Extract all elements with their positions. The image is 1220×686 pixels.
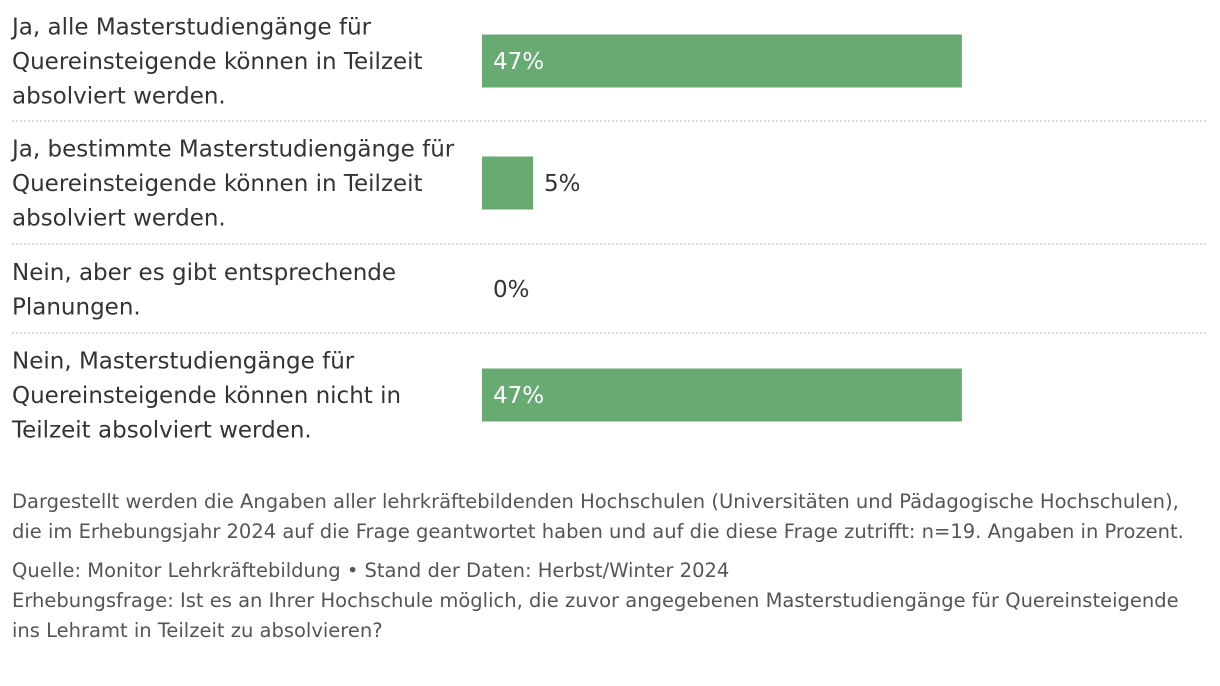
chart-description: Dargestellt werden die Angaben aller leh… — [12, 490, 1184, 543]
bar — [482, 34, 962, 88]
category-label: Ja, bestimmte Masterstudiengänge für Quer… — [10, 137, 455, 232]
value-label: 5% — [544, 171, 581, 197]
bar — [482, 368, 962, 422]
value-label: 47% — [493, 383, 544, 409]
chart-source: Quelle: Monitor Lehrkräftebildung • Stan… — [12, 559, 730, 582]
category-label: Nein, aber es gibt entsprechende Planunge… — [12, 260, 396, 321]
value-label: 47% — [493, 49, 544, 75]
bar — [482, 156, 534, 210]
chart-notes: Dargestellt werden die Angaben aller leh… — [12, 487, 1212, 646]
category-label: Ja, alle Masterstudiengänge für Quereinst… — [10, 15, 423, 110]
value-label: 0% — [493, 277, 530, 303]
category-label: Nein, Masterstudiengänge für Quereinsteig… — [11, 349, 401, 444]
survey-question: Erhebungsfrage: Ist es an Ihrer Hochschu… — [12, 589, 1179, 642]
bar-chart: Ja, alle Masterstudiengänge für Quereinst… — [10, 15, 1208, 444]
